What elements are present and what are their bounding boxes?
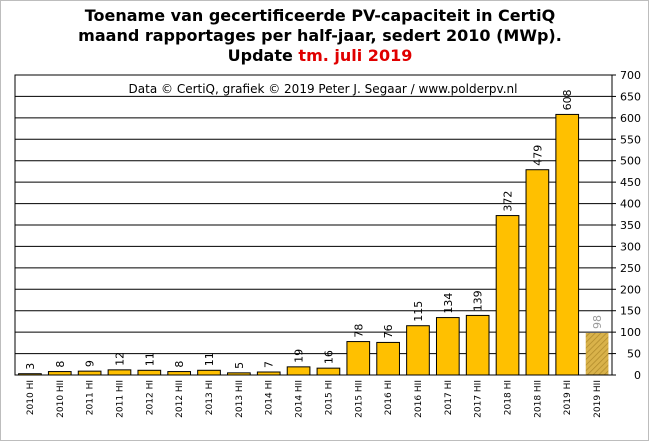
x-tick-label: 2011 HII [115,380,125,418]
x-tick-label: 2019 HI [563,380,573,415]
data-label: 7 [263,361,276,368]
x-tick-label: 2016 HII [414,380,424,418]
bars [18,113,609,376]
chart-title-line3: Update tm. juli 2019 [10,46,630,65]
chart-title-line1: Toename van gecertificeerde PV-capacitei… [84,6,556,25]
bar-2011-hii [107,369,132,376]
x-tick-label: 2013 HII [235,380,245,418]
x-tick-label: 2014 HI [265,380,275,415]
data-credit: Data © CertiQ, grafiek © 2019 Peter J. S… [129,82,518,96]
x-tick-label: 2017 HI [444,380,454,415]
chart-title-line2: maand rapportages per half-jaar, sedert … [78,26,562,45]
bar-2019-hii [585,333,609,375]
y-tick-label: 250 [620,262,641,275]
y-tick-label: 600 [620,112,641,125]
bar-2012-hi [137,369,162,376]
x-tick-label: 2018 HI [504,380,514,415]
data-label: 8 [54,361,67,368]
update-date: tm. juli 2019 [298,46,413,65]
bar-2018-hii [525,169,550,376]
y-tick-label: 0 [634,369,641,382]
x-tick-label: 2010 HI [26,380,36,415]
bar-2015-hi [316,367,341,376]
gridlines [15,95,612,355]
data-label: 9 [84,360,97,367]
bar-2010-hii [47,371,72,376]
x-tick-label: 2015 HII [354,380,364,418]
y-tick-label: 350 [620,219,641,232]
data-label: 12 [113,352,126,366]
data-label: 479 [531,145,544,166]
bar-2011-hi [77,370,102,376]
y-tick-label: 50 [627,348,641,361]
y-tick-label: 100 [620,326,641,339]
bar-2017-hi [435,317,460,376]
bar-2017-hii [465,314,490,376]
x-tick-label: 2015 HI [324,380,334,415]
bar-2014-hii [286,366,311,376]
data-label: 16 [322,350,335,364]
update-prefix: Update [227,46,299,65]
data-label: 115 [412,301,425,322]
data-label: 134 [442,293,455,314]
y-tick-label: 450 [620,176,641,189]
bar-2016-hii [406,325,430,376]
y-tick-label: 300 [620,240,641,253]
data-label: 8 [173,361,186,368]
y-axis-ticks: 0 50 100 150 200 250 300 350 400 450 500 550 600 650 7… [612,69,641,382]
y-tick-label: 150 [620,305,641,318]
x-tick-label: 2018 HII [533,380,543,418]
x-tick-label: 2019 HII [593,380,603,418]
y-tick-label: 550 [620,133,641,146]
y-tick-label: 500 [620,155,641,168]
x-tick-label: 2010 HII [56,380,66,418]
x-tick-label: 2017 HII [474,380,484,418]
bar-2013-hi [197,369,221,376]
y-tick-label: 200 [620,283,641,296]
data-label: 78 [352,324,365,338]
bar-2019-hi [555,113,580,376]
data-label: 3 [24,363,37,370]
x-tick-label: 2012 HI [145,380,155,415]
data-label: 139 [472,290,485,311]
data-label: 76 [382,324,395,338]
x-axis-ticks: 2010 HI 2010 HII 2011 HI 2011 HII 2012 HI 201… [26,380,603,418]
bar-2015-hii [346,341,371,376]
plot-area-border [14,74,613,376]
y-tick-label: 700 [620,69,641,82]
x-tick-label: 2012 HII [175,380,185,418]
data-label: 19 [293,349,306,363]
data-label: 98 [591,315,604,329]
y-tick-label: 400 [620,198,641,211]
bar-2016-hi [376,341,400,376]
data-label: 5 [233,362,246,369]
x-tick-label: 2014 HII [295,380,305,418]
x-tick-label: 2013 HI [205,380,215,415]
data-label: 11 [203,352,216,366]
y-tick-label: 650 [620,90,641,103]
x-tick-label: 2011 HI [86,380,96,415]
bar-2012-hii [167,371,192,376]
data-label: 11 [143,352,156,366]
data-label: 372 [502,191,515,212]
x-tick-label: 2016 HI [384,380,394,415]
bar-2018-hi [495,215,520,376]
data-label: 608 [561,89,574,110]
